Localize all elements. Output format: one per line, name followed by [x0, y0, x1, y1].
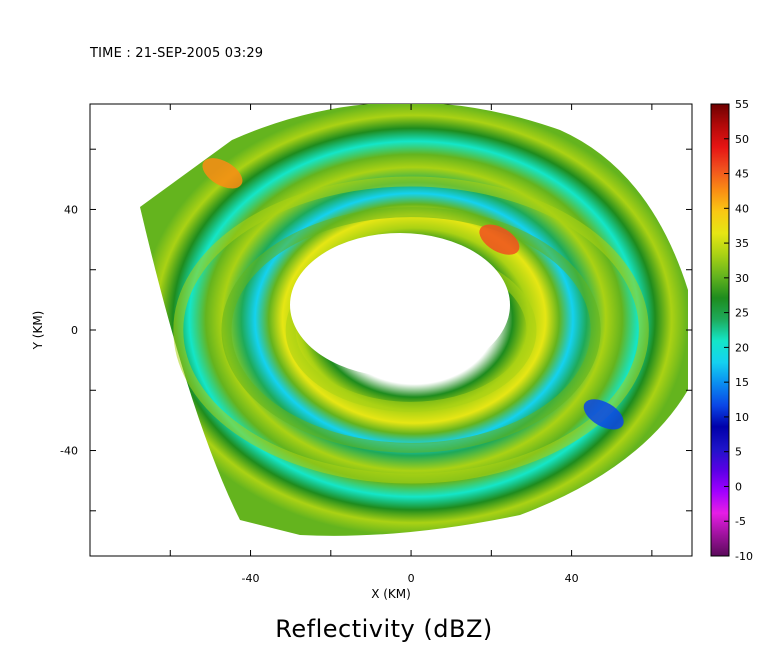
- x-axis-title: X (KM): [371, 587, 411, 601]
- colorbar-tick-label: 25: [735, 307, 749, 320]
- colorbar-tick-label: 45: [735, 168, 749, 181]
- colorbar-tick-label: 15: [735, 376, 749, 389]
- y-tick-label: 0: [71, 324, 78, 337]
- y-axis-title: Y (KM): [31, 311, 45, 351]
- rainband: [173, 176, 649, 484]
- echo-cell: [583, 399, 624, 430]
- echo-cell: [202, 158, 243, 189]
- colorbar-tick-label: 5: [735, 446, 742, 459]
- y-tick-label: -40: [60, 445, 78, 458]
- colorbar-tick-label: 40: [735, 202, 749, 215]
- colorbar-tick-label: 0: [735, 480, 742, 493]
- colorbar-tick-label: 50: [735, 133, 749, 146]
- colorbar-tick-label: 35: [735, 237, 749, 250]
- time-label: TIME : 21-SEP-2005 03:29: [90, 46, 264, 61]
- colorbar-tick-label: -5: [735, 515, 746, 528]
- rainband: [221, 207, 601, 453]
- x-tick-label: -40: [242, 572, 260, 585]
- colorbar-tick-label: 20: [735, 341, 749, 354]
- colorbar-tick-label: 10: [735, 411, 749, 424]
- x-tick-label: 40: [565, 572, 579, 585]
- colorbar-tick-label: 55: [735, 98, 749, 111]
- colorbar-tick-label: 30: [735, 272, 749, 285]
- chart-title: Reflectivity (dBZ): [275, 615, 493, 643]
- y-tick-label: 40: [64, 203, 78, 216]
- colorbar-tick-label: -10: [735, 550, 753, 563]
- x-tick-label: 0: [408, 572, 415, 585]
- echo-cell: [479, 224, 520, 255]
- colorbar: [710, 103, 730, 557]
- eye-region: [290, 233, 510, 377]
